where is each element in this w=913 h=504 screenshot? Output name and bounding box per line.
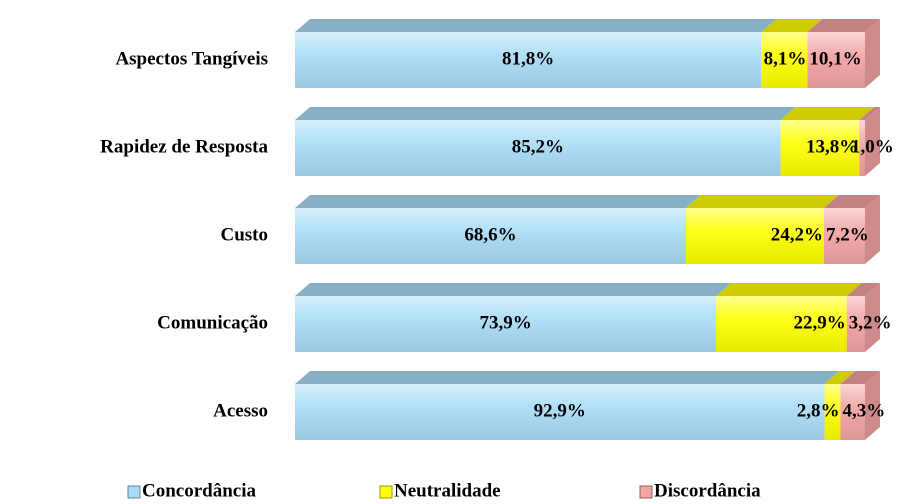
value-label: 1,0%	[851, 136, 894, 157]
bar-end	[865, 19, 880, 88]
category-label: Custo	[220, 224, 268, 245]
value-label: 81,8%	[502, 48, 554, 69]
bar-end	[865, 371, 880, 440]
value-label: 4,3%	[842, 400, 885, 421]
bar-top	[295, 283, 732, 296]
legend-label: Neutralidade	[394, 480, 501, 501]
bar-top	[780, 107, 875, 120]
value-label: 92,9%	[534, 400, 586, 421]
shine	[295, 296, 865, 352]
value-label: 10,1%	[809, 48, 861, 69]
shine	[295, 208, 865, 264]
bar-end	[865, 107, 880, 176]
value-label: 8,1%	[764, 48, 807, 69]
shine	[295, 120, 865, 176]
bar-top	[716, 283, 862, 296]
bar-end	[865, 283, 880, 352]
bar-top	[859, 107, 880, 120]
bar-top	[295, 195, 702, 208]
category-label: Rapidez de Resposta	[100, 136, 268, 157]
category-label: Comunicação	[157, 312, 268, 333]
legend-swatch	[639, 485, 653, 499]
value-label: 7,2%	[826, 224, 869, 245]
bar-top	[823, 195, 880, 208]
bar-top	[846, 283, 880, 296]
value-label: 24,2%	[771, 224, 823, 245]
bar-top	[295, 371, 840, 384]
value-label: 73,9%	[479, 312, 531, 333]
bar-top	[295, 107, 796, 120]
legend-label: Discordância	[654, 480, 761, 501]
category-label: Acesso	[213, 400, 268, 421]
bar-top	[761, 19, 823, 32]
shine	[295, 384, 865, 440]
value-label: 3,2%	[849, 312, 892, 333]
bar-end	[865, 195, 880, 264]
category-label: Aspectos Tangíveis	[115, 48, 268, 69]
value-label: 22,9%	[794, 312, 846, 333]
value-label: 13,8%	[806, 136, 858, 157]
bar-top	[807, 19, 880, 32]
legend-label: Concordância	[142, 480, 257, 501]
shine	[295, 32, 865, 88]
legend-swatch	[379, 485, 393, 499]
bar-top	[840, 371, 880, 384]
legend-swatch	[127, 485, 141, 499]
bar-top	[686, 195, 839, 208]
bar-top	[824, 371, 856, 384]
value-label: 2,8%	[797, 400, 840, 421]
bar-top	[295, 19, 777, 32]
value-label: 85,2%	[512, 136, 564, 157]
value-label: 68,6%	[464, 224, 516, 245]
